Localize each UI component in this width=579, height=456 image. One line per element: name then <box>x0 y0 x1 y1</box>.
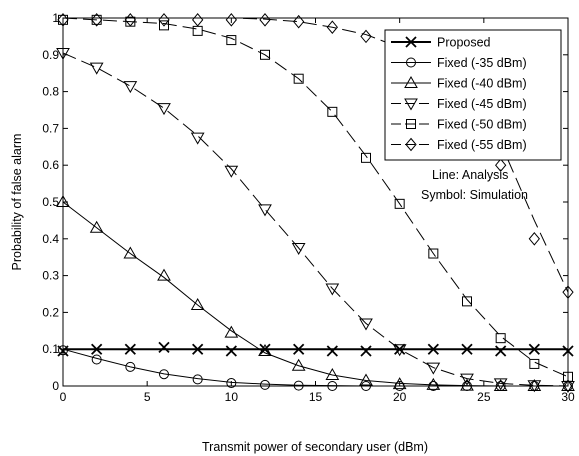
y-tick-label: 0.5 <box>42 195 59 209</box>
y-tick-label: 0.3 <box>42 269 59 283</box>
y-tick-label: 0.1 <box>42 342 59 356</box>
y-tick-label: 0.9 <box>42 48 59 62</box>
annotation-simulation: Symbol: Simulation <box>421 188 528 202</box>
legend: Proposed Fixed (-35 dBm) Fixed (-40 dBm) Fi… <box>385 30 561 160</box>
legend-label: Fixed (-50 dBm) <box>437 118 527 132</box>
x-tick-label: 20 <box>393 390 407 404</box>
annotation-analysis: Line: Analysis <box>432 168 508 182</box>
y-tick-label: 0.8 <box>42 85 59 99</box>
legend-label: Fixed (-55 dBm) <box>437 138 527 152</box>
y-tick-label: 0.2 <box>42 305 59 319</box>
legend-label: Fixed (-45 dBm) <box>437 97 527 111</box>
legend-label: Proposed <box>437 36 491 50</box>
y-tick-label: 0 <box>52 379 59 393</box>
x-tick-label: 5 <box>144 390 151 404</box>
x-tick-label: 10 <box>225 390 239 404</box>
y-tick-label: 1 <box>52 11 59 25</box>
x-tick-label: 15 <box>309 390 323 404</box>
x-axis-label: Transmit power of secondary user (dBm) <box>202 440 428 454</box>
legend-label: Fixed (-35 dBm) <box>437 56 527 70</box>
legend-label: Fixed (-40 dBm) <box>437 77 527 91</box>
x-tick-label: 25 <box>477 390 491 404</box>
legend-item: Fixed (-45 dBm) <box>391 97 527 111</box>
y-tick-label: 0.6 <box>42 158 59 172</box>
y-axis-label: Probability of false alarm <box>10 134 24 271</box>
x-tick-label: 0 <box>60 390 67 404</box>
y-tick-label: 0.7 <box>42 121 59 135</box>
x-tick-label: 30 <box>561 390 575 404</box>
y-tick-label: 0.4 <box>42 232 59 246</box>
